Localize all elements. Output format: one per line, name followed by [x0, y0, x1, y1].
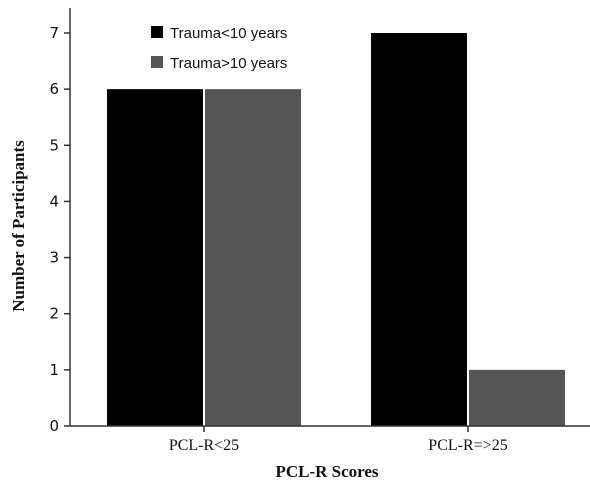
legend: Trauma<10 years Trauma>10 years: [151, 25, 287, 72]
bar-2-2: [469, 369, 565, 426]
x-ticks: PCL-R<25 PCL-R=>25: [169, 426, 508, 454]
y-tick-label: 0: [49, 417, 59, 435]
x-axis-title: PCL-R Scores: [275, 462, 378, 481]
y-ticks: 0 1 2 3 4 5 6 7: [49, 24, 70, 435]
legend-swatch-series-1: [151, 26, 163, 38]
bar-1-2: [371, 33, 467, 426]
y-axis-title: Number of Participants: [9, 140, 28, 312]
legend-swatch-series-2: [151, 56, 163, 68]
y-tick-label: 6: [49, 80, 59, 98]
legend-label-series-1: Trauma<10 years: [170, 25, 287, 42]
y-tick-label: 7: [49, 24, 59, 42]
x-tick-label: PCL-R<25: [169, 437, 239, 454]
legend-label-series-2: Trauma>10 years: [170, 55, 287, 72]
bars-layer: [107, 33, 565, 427]
x-tick-label: PCL-R=>25: [428, 437, 507, 454]
bar-1-1: [107, 89, 203, 427]
bar-2-1: [205, 89, 301, 427]
y-tick-label: 3: [49, 249, 59, 267]
y-tick-label: 2: [49, 305, 59, 323]
y-tick-label: 5: [49, 136, 59, 154]
y-tick-label: 1: [49, 361, 59, 379]
y-tick-label: 4: [49, 192, 59, 210]
